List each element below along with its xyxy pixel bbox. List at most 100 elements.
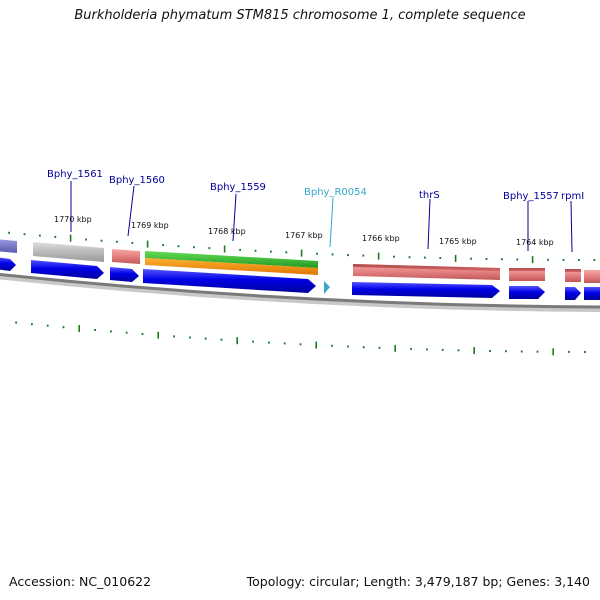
minor-tick	[362, 346, 365, 349]
minor-tick	[516, 258, 519, 261]
major-tick	[236, 337, 238, 345]
minor-tick	[177, 245, 180, 248]
gene-feature-thrs-cap[interactable]	[353, 264, 500, 271]
minor-tick	[85, 238, 87, 241]
minor-tick	[426, 348, 428, 351]
backbone-shadow	[0, 273, 600, 312]
minor-tick	[270, 250, 272, 253]
minor-tick	[547, 258, 549, 261]
cds-arrow-rpmi[interactable]	[565, 287, 581, 300]
gene-label-bphy1557[interactable]: Bphy_1557	[503, 191, 559, 202]
major-tick	[146, 240, 149, 248]
minor-tick	[62, 326, 65, 329]
gene-feature-bphy1559-green[interactable]	[145, 251, 318, 268]
leader-thrs	[427, 198, 431, 250]
cds-arrow-left-edge[interactable]	[0, 257, 16, 271]
leader-lines	[70, 181, 573, 253]
accession-text: Accession: NC_010622	[9, 574, 152, 589]
cds-arrow-right-edge[interactable]	[584, 287, 600, 300]
major-tick	[454, 254, 457, 262]
minor-tick	[520, 350, 523, 353]
major-tick	[377, 252, 380, 260]
minor-tick	[410, 347, 412, 350]
minor-tick	[347, 254, 349, 257]
minor-tick	[393, 255, 395, 258]
leader-bphy1559	[232, 193, 237, 242]
minor-tick	[378, 346, 381, 349]
minor-tick	[501, 258, 503, 261]
map-title: Burkholderia phymatum STM815 chromosome …	[74, 8, 526, 23]
cds-arrow-bphy1561[interactable]	[31, 260, 104, 279]
minor-tick	[46, 324, 49, 327]
gene-feature-bphy1557-cap[interactable]	[509, 268, 545, 271]
minor-tick	[100, 239, 103, 242]
gene-feature-bphy1561[interactable]	[33, 242, 104, 262]
minor-tick	[584, 351, 586, 353]
minor-tick	[593, 259, 596, 261]
gene-track	[0, 239, 600, 283]
cds-arrow-thrs[interactable]	[352, 282, 500, 298]
minor-tick	[285, 251, 288, 254]
major-tick	[69, 234, 72, 242]
gene-feature-bphy1557[interactable]	[509, 268, 545, 281]
major-tick	[78, 325, 80, 333]
minor-tick	[316, 252, 318, 255]
gene-label-thrs[interactable]: thrS	[419, 190, 440, 201]
minor-tick	[193, 246, 195, 249]
minor-tick	[568, 350, 570, 353]
minor-tick	[204, 337, 207, 340]
minor-tick	[162, 244, 164, 247]
gene-feature-rpmi-cap[interactable]	[565, 269, 581, 272]
cds-arrow-bphy1557[interactable]	[509, 286, 545, 299]
major-tick	[300, 249, 303, 257]
minor-tick	[347, 345, 349, 348]
minor-tick	[331, 344, 333, 347]
minor-tick	[283, 342, 286, 345]
rna-arrow-bphyR0054[interactable]	[324, 281, 330, 294]
minor-tick	[39, 234, 41, 237]
leader-bphy1560	[127, 185, 135, 237]
cds-arrow-bphy1560[interactable]	[110, 267, 139, 282]
minor-tick	[254, 249, 257, 252]
kbp-label: 1764 kbp	[516, 238, 554, 247]
minor-tick	[173, 335, 175, 338]
leader-rpmi	[570, 200, 573, 253]
minor-tick	[299, 343, 302, 346]
minor-tick	[208, 247, 211, 250]
gene-feature-bphy1559-orange[interactable]	[145, 258, 318, 275]
minor-tick	[131, 242, 134, 244]
kbp-label: 1767 kbp	[285, 231, 323, 240]
minor-tick	[15, 321, 17, 324]
gene-feature-bphy1560[interactable]	[112, 249, 140, 264]
gene-feature-left-edge[interactable]	[0, 239, 17, 253]
gene-label-bphy1561[interactable]: Bphy_1561	[47, 169, 103, 180]
gene-feature-right-edge[interactable]	[584, 270, 600, 283]
gene-label-bphy1560[interactable]: Bphy_1560	[109, 175, 165, 186]
gene-label-bphy1559[interactable]: Bphy_1559	[210, 182, 266, 193]
minor-tick	[220, 338, 223, 341]
gene-feature-rpmi[interactable]	[565, 269, 581, 282]
gene-label-rpmi[interactable]: rpmI	[561, 191, 584, 202]
outer-ticks	[8, 231, 596, 264]
major-tick	[394, 344, 396, 352]
minor-tick	[8, 231, 10, 234]
minor-tick	[489, 350, 491, 352]
minor-tick	[116, 240, 118, 243]
minor-tick	[536, 350, 539, 353]
cds-arrow-bphy1559[interactable]	[143, 269, 316, 293]
major-tick	[157, 331, 159, 339]
minor-tick	[189, 336, 191, 339]
kbp-label: 1768 kbp	[208, 227, 246, 236]
major-tick	[315, 341, 317, 349]
minor-tick	[485, 258, 488, 260]
minor-tick	[54, 235, 57, 238]
minor-tick	[31, 323, 33, 326]
minor-tick	[362, 254, 365, 257]
backbone	[0, 273, 600, 309]
minor-tick	[505, 350, 507, 353]
minor-tick	[562, 258, 565, 261]
gene-label-bphyR0054[interactable]: Bphy_R0054	[304, 187, 367, 198]
major-tick	[473, 347, 475, 355]
gene-labels: Bphy_1561 Bphy_1560 Bphy_1559 Bphy_R0054…	[47, 169, 584, 202]
